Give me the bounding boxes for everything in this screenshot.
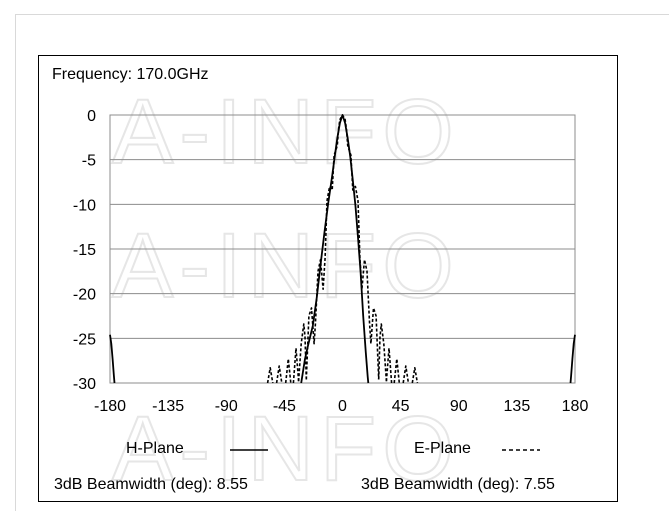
- y-tick-label: 0: [87, 108, 96, 125]
- series-line-e-plane: [385, 347, 393, 384]
- page-frame: [15, 14, 669, 511]
- h-plane-beamwidth-annotation: 3dB Beamwidth (deg): 8.55: [54, 476, 248, 493]
- series-line-e-plane: [393, 358, 401, 384]
- y-tick-label: -20: [73, 287, 96, 304]
- legend-label-e-plane: E-Plane: [414, 440, 471, 457]
- watermark: A-INFO A-INFO A-INFO: [111, 80, 460, 501]
- y-tick-label: -15: [73, 242, 96, 259]
- chart-panel: [38, 55, 618, 502]
- series-line-e-plane: [275, 365, 283, 384]
- series-e-plane: [266, 114, 419, 384]
- data-series: [109, 114, 576, 384]
- y-tick-label: -30: [73, 376, 96, 393]
- x-tick-label: -45: [273, 398, 296, 415]
- y-axis-tick-labels: 0 -5 -10 -15 -20 -25 -30: [73, 108, 96, 393]
- e-plane-beamwidth-annotation: 3dB Beamwidth (deg): 7.55: [361, 476, 555, 493]
- x-tick-label: 45: [392, 398, 410, 415]
- series-line-e-plane: [266, 366, 274, 384]
- series-line-e-plane: [297, 323, 308, 382]
- legend-label-h-plane: H-Plane: [126, 440, 184, 457]
- y-tick-label: -5: [82, 153, 96, 170]
- watermark-text-3: A-INFO: [112, 398, 460, 500]
- series-line-e-plane: [284, 358, 292, 384]
- series-line-e-plane: [305, 114, 380, 380]
- series-line-h-plane: [109, 334, 116, 384]
- chart-title: Frequency: 170.0GHz: [52, 66, 209, 83]
- x-tick-label: 180: [562, 398, 589, 415]
- x-tick-label: -90: [215, 398, 238, 415]
- y-tick-label: -10: [73, 197, 96, 214]
- y-tick-label: -25: [73, 331, 96, 348]
- watermark-text-2: A-INFO: [112, 215, 460, 317]
- watermark-text-1: A-INFO: [112, 81, 460, 183]
- series-line-e-plane: [292, 347, 300, 384]
- series-line-e-plane: [377, 323, 388, 382]
- legend: H-Plane E-Plane: [126, 440, 540, 457]
- series-line-e-plane: [402, 365, 410, 384]
- x-tick-label: -135: [152, 398, 184, 415]
- x-tick-label: 0: [338, 398, 347, 415]
- x-tick-label: 90: [450, 398, 468, 415]
- series-line-e-plane: [411, 366, 419, 384]
- series-line-h-plane: [569, 334, 576, 384]
- x-tick-label: 135: [504, 398, 531, 415]
- x-tick-label: -180: [94, 398, 126, 415]
- x-axis-tick-labels: -180 -135 -90 -45 0 45 90 135 180: [94, 398, 588, 415]
